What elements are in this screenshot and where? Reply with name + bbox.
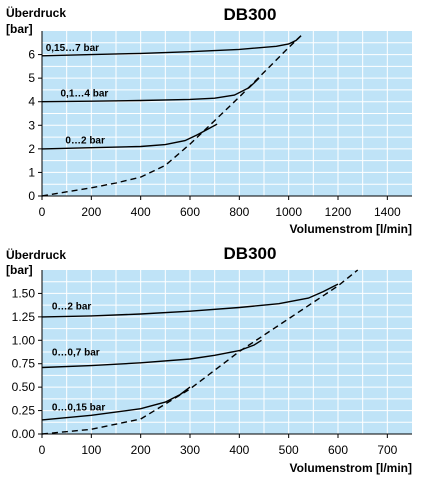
y-tick-label: 1 — [28, 165, 35, 179]
y-axis-unit: [bar] — [6, 22, 33, 36]
series-label: 0,15…7 bar — [46, 43, 99, 54]
y-tick-label: 6 — [28, 48, 35, 62]
x-axis-label: Volumenstrom [l/min] — [290, 222, 412, 236]
chart-title: DB300 — [224, 244, 277, 263]
series-label: 0,1…4 bar — [61, 89, 109, 100]
y-tick-label: 1.00 — [12, 333, 36, 347]
y-tick-label: 2 — [28, 142, 35, 156]
y-tick-label: 0.25 — [12, 404, 36, 418]
x-tick-label: 1400 — [374, 205, 401, 219]
y-tick-label: 0.75 — [12, 357, 36, 371]
series-label: 0…0,7 bar — [52, 347, 100, 358]
x-tick-label: 400 — [229, 443, 249, 457]
y-tick-label: 0.00 — [12, 427, 36, 441]
x-tick-label: 500 — [279, 443, 299, 457]
x-tick-label: 1000 — [275, 205, 302, 219]
x-tick-label: 0 — [39, 205, 46, 219]
x-axis-label: Volumenstrom [l/min] — [290, 461, 412, 475]
series-line-dashed — [41, 35, 302, 197]
y-tick-label: 5 — [28, 71, 35, 85]
y-axis-label: Überdruck — [6, 247, 66, 262]
x-tick-label: 200 — [81, 205, 101, 219]
series-line — [41, 386, 191, 421]
y-tick-label: 4 — [28, 95, 35, 109]
y-axis-label: Überdruck — [6, 5, 66, 20]
x-tick-label: 800 — [229, 205, 249, 219]
y-tick-label: 1.25 — [12, 310, 36, 324]
chart-bottom: 0 100 200 300 400 500 600 700 0.00 0.25 0.50 0.75 1.… — [6, 244, 412, 475]
y-axis-unit: [bar] — [6, 263, 33, 277]
chart-title: DB300 — [224, 5, 277, 24]
x-tick-label: 600 — [180, 205, 200, 219]
series-label: 0…0,15 bar — [52, 403, 105, 414]
x-tick-label: 200 — [131, 443, 151, 457]
series-line — [41, 77, 260, 103]
series-label: 0…2 bar — [52, 301, 92, 312]
y-tick-label: 0 — [28, 189, 35, 203]
chart-top: 0 200 400 600 800 1000 1200 1400 0 1 2 3 4 5 6 0,15…7 b… — [6, 5, 412, 236]
series-label: 0…2 bar — [65, 136, 105, 147]
y-tick-label: 1.50 — [12, 286, 36, 300]
x-tick-label: 600 — [328, 443, 348, 457]
x-tick-label: 400 — [131, 205, 151, 219]
x-tick-label: 100 — [81, 443, 101, 457]
series-line — [41, 283, 339, 318]
series-line — [41, 123, 218, 150]
series-line — [41, 339, 262, 369]
x-tick-label: 300 — [180, 443, 200, 457]
x-tick-label: 0 — [39, 443, 46, 457]
y-tick-label: 0.50 — [12, 380, 36, 394]
x-tick-label: 700 — [377, 443, 397, 457]
y-tick-label: 3 — [28, 118, 35, 132]
series-line — [41, 35, 302, 57]
x-tick-label: 1200 — [325, 205, 352, 219]
